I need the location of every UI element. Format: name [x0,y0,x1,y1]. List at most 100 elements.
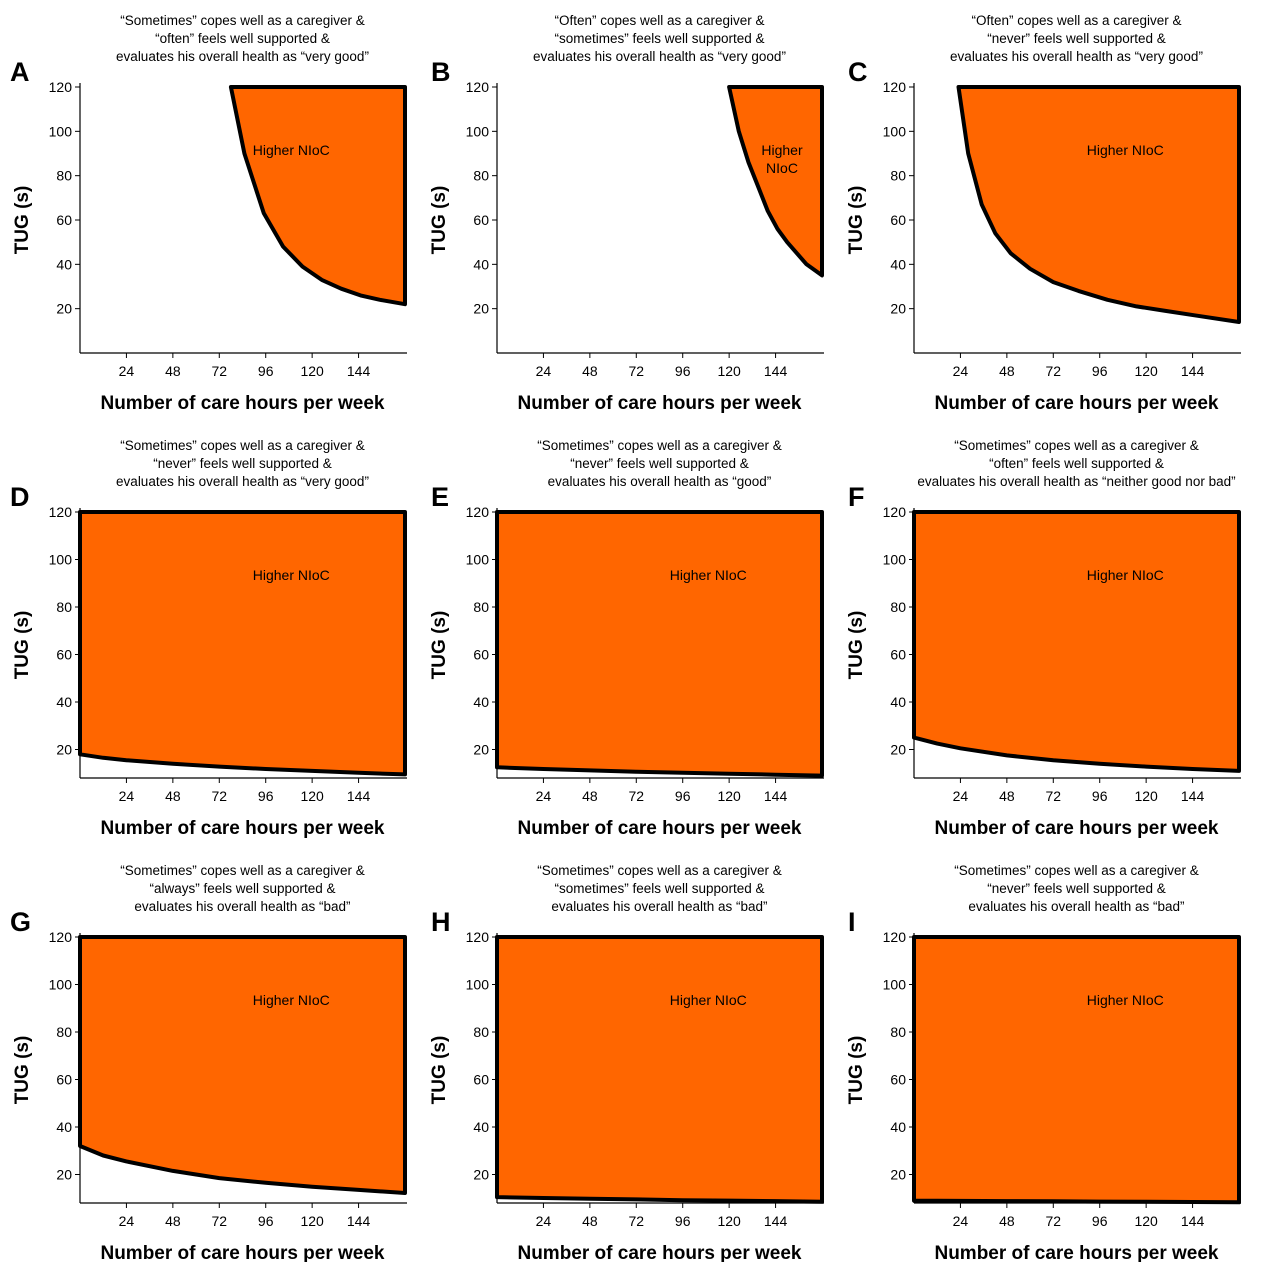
panel-letter: F [848,482,865,512]
y-tick-label: 120 [49,79,73,95]
x-tick-label: 144 [1181,788,1205,804]
y-tick-label: 100 [49,552,73,568]
panel-d: “Sometimes” copes well as a caregiver & “… [10,438,407,839]
panel-title-line: “Sometimes” copes well as a caregiver & [537,438,782,453]
higher-nioc-region [912,935,1241,1205]
x-tick-label: 24 [119,363,135,379]
panel-f: “Sometimes” copes well as a caregiver & “… [846,438,1241,839]
panel-c: “Often” copes well as a caregiver & “neve… [846,13,1241,414]
panel-title-line: “never” feels well supported & [570,456,749,471]
higher-nioc-region [78,935,407,1195]
panel-title-line: evaluates his overall health as “bad” [134,899,350,914]
y-tick-label: 80 [473,599,489,615]
y-axis-label: TUG (s) [846,1036,867,1105]
panel-letter: I [848,907,856,937]
y-tick-label: 60 [473,1072,489,1088]
region-label: NIoC [766,160,798,176]
panel-title-line: “often” feels well supported & [155,31,330,46]
x-tick-label: 96 [1092,788,1108,804]
y-tick-label: 120 [49,504,73,520]
panel-title-line: “Sometimes” copes well as a caregiver & [954,438,1199,453]
x-tick-label: 72 [1045,788,1061,804]
y-tick-label: 120 [883,929,907,945]
region-label: Higher NIoC [670,992,747,1008]
x-tick-label: 120 [300,363,324,379]
y-tick-label: 60 [56,212,72,228]
panel-title-line: “always” feels well supported & [149,881,335,896]
higher-nioc-region [78,510,407,777]
y-tick-label: 80 [56,599,72,615]
y-tick-label: 60 [890,1072,906,1088]
y-tick-label: 40 [473,1119,489,1135]
x-tick-label: 24 [119,1213,135,1229]
y-tick-label: 80 [890,168,906,184]
panel-title-line: evaluates his overall health as “very go… [533,49,786,64]
panel-title-line: “sometimes” feels well supported & [554,31,764,46]
y-tick-label: 120 [49,929,73,945]
y-tick-label: 40 [473,694,489,710]
x-tick-label: 24 [953,363,969,379]
y-tick-label: 20 [890,1167,906,1183]
y-tick-label: 100 [466,123,490,139]
x-tick-label: 48 [582,363,598,379]
x-axis-label: Number of care hours per week [100,393,384,414]
x-tick-label: 48 [582,788,598,804]
x-tick-label: 72 [1045,1213,1061,1229]
x-tick-label: 120 [717,1213,741,1229]
x-axis-label: Number of care hours per week [517,818,801,839]
y-tick-label: 20 [473,1167,489,1183]
region-label: Higher NIoC [1087,142,1164,158]
x-tick-label: 48 [165,788,181,804]
panel-letter: B [431,57,451,87]
y-tick-label: 100 [883,977,907,993]
y-tick-label: 40 [890,694,906,710]
region-label: Higher NIoC [253,992,330,1008]
region-label: Higher [761,142,803,158]
panel-title-line: “never” feels well supported & [987,31,1166,46]
x-tick-label: 48 [999,1213,1015,1229]
region-label: Higher NIoC [670,567,747,583]
x-tick-label: 144 [347,788,371,804]
y-tick-label: 40 [890,1119,906,1135]
x-tick-label: 48 [165,363,181,379]
panel-title-line: “Sometimes” copes well as a caregiver & [120,863,365,878]
higher-nioc-region [727,85,824,278]
higher-nioc-region [228,85,407,307]
y-tick-label: 80 [56,1024,72,1040]
panel-title-line: “Sometimes” copes well as a caregiver & [537,863,782,878]
x-tick-label: 48 [165,1213,181,1229]
panel-title-line: “never” feels well supported & [987,881,1166,896]
x-tick-label: 72 [1045,363,1061,379]
y-axis-label: TUG (s) [429,611,450,680]
panel-title-line: “Often” copes well as a caregiver & [971,13,1181,28]
y-tick-label: 60 [56,1072,72,1088]
x-tick-label: 48 [999,363,1015,379]
x-tick-label: 48 [582,1213,598,1229]
x-tick-label: 144 [1181,1213,1205,1229]
y-tick-label: 20 [473,742,489,758]
y-tick-label: 100 [49,123,73,139]
x-tick-label: 24 [536,1213,552,1229]
y-axis-label: TUG (s) [429,186,450,255]
y-tick-label: 80 [473,1024,489,1040]
x-tick-label: 72 [628,363,644,379]
panel-title-line: “Often” copes well as a caregiver & [554,13,764,28]
x-tick-label: 96 [675,788,691,804]
x-tick-label: 96 [258,1213,274,1229]
y-tick-label: 20 [473,301,489,317]
y-tick-label: 20 [890,742,906,758]
x-tick-label: 144 [764,1213,788,1229]
x-tick-label: 24 [953,1213,969,1229]
y-tick-label: 20 [56,1167,72,1183]
x-tick-label: 96 [675,1213,691,1229]
y-tick-label: 80 [56,168,72,184]
y-tick-label: 40 [890,256,906,272]
y-tick-label: 100 [466,552,490,568]
panel-title-line: “Sometimes” copes well as a caregiver & [120,13,365,28]
y-tick-label: 100 [883,123,907,139]
x-axis-label: Number of care hours per week [934,393,1218,414]
x-tick-label: 120 [1134,1213,1158,1229]
panel-h: “Sometimes” copes well as a caregiver & “… [429,863,824,1262]
panel-title-line: “Sometimes” copes well as a caregiver & [954,863,1199,878]
